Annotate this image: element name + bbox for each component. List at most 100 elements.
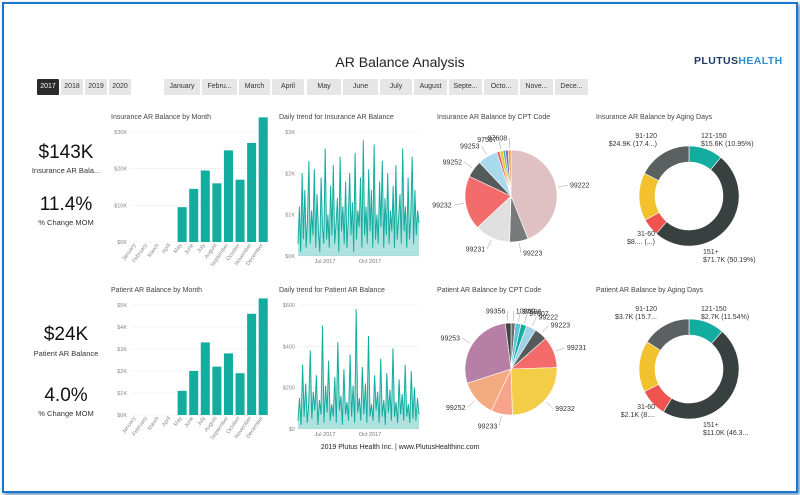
y-tick-label: $5K bbox=[117, 303, 127, 309]
slice-label: 99253 bbox=[441, 335, 461, 342]
y-tick-label: $200 bbox=[283, 386, 295, 392]
leader-line bbox=[558, 184, 569, 188]
slice-label: 97606 bbox=[522, 309, 542, 316]
leader-line bbox=[453, 203, 464, 206]
patient-change-label: % Change MOM bbox=[38, 409, 94, 418]
month-button-march[interactable]: March bbox=[239, 79, 270, 95]
month-button-july[interactable]: July bbox=[380, 79, 412, 95]
month-button-april[interactable]: April bbox=[272, 79, 304, 95]
slice-99232 bbox=[464, 176, 512, 228]
slice-label: 99222 bbox=[539, 314, 559, 321]
callout-label: 121-150 bbox=[701, 133, 727, 140]
insurance-cpt-chart-title: Insurance AR Balance by CPT Code bbox=[437, 114, 551, 121]
slice-label: 99233 bbox=[478, 423, 498, 430]
leader-line bbox=[498, 139, 502, 150]
leader-line bbox=[467, 400, 476, 408]
slice-label: 99231 bbox=[567, 345, 587, 352]
slice-label: 99356 bbox=[486, 309, 506, 316]
patient-daily-trend-chart[interactable]: $0 $200 $400 $600 Jul 2017 Oct 2017 bbox=[274, 297, 424, 438]
y-tick-label: $3K bbox=[117, 347, 127, 353]
bar-september bbox=[223, 150, 233, 242]
leader-line bbox=[518, 311, 521, 322]
slice-label: 99232 bbox=[555, 406, 575, 413]
callout-label: 31-60 bbox=[637, 231, 655, 238]
slice-label: 97607 bbox=[529, 311, 549, 318]
x-tick-label: Oct 2017 bbox=[359, 259, 381, 265]
leader-line bbox=[507, 311, 509, 322]
leader-line bbox=[498, 415, 502, 426]
y-tick-label: $4K bbox=[117, 325, 127, 331]
slice-label: 99252 bbox=[446, 405, 466, 412]
trend-line bbox=[297, 309, 420, 425]
callout-value: $2.1K (8.... bbox=[621, 412, 655, 419]
month-button-january[interactable]: January bbox=[164, 79, 200, 95]
patient-aging-chart-title: Patient AR Balance by Aging Days bbox=[596, 287, 704, 294]
insurance-ar-by-aging-chart[interactable]: 121-150$15.6K (10.95%) 91-120$24.9K (17.4… bbox=[589, 124, 789, 264]
leader-line bbox=[519, 243, 522, 254]
bar-november bbox=[247, 313, 257, 415]
slice-label: 99223 bbox=[523, 251, 543, 258]
year-button-2020[interactable]: 2020 bbox=[109, 79, 131, 95]
bar-july bbox=[200, 342, 210, 415]
x-tick-label: March bbox=[147, 416, 161, 432]
month-button-october[interactable]: Octo... bbox=[484, 79, 518, 95]
patient-ar-by-aging-chart[interactable]: 121-150$2.7K (11.54%) 91-120$3.7K (15.7..… bbox=[589, 297, 789, 437]
year-button-2018[interactable]: 2018 bbox=[61, 79, 83, 95]
month-button-december[interactable]: Dece... bbox=[555, 79, 588, 95]
x-tick-label: March bbox=[147, 243, 161, 259]
leader-line bbox=[463, 161, 473, 168]
plutus-health-logo: PLUTUSHEALTH bbox=[694, 55, 783, 67]
bar-may bbox=[177, 207, 187, 242]
area-fill bbox=[298, 309, 419, 429]
bar-august bbox=[212, 366, 222, 415]
callout-label: 151+ bbox=[703, 422, 719, 429]
month-button-may[interactable]: May bbox=[307, 79, 341, 95]
leader-line bbox=[555, 347, 566, 352]
callout-value: $71.7K (50.19%) bbox=[703, 257, 756, 264]
leader-line bbox=[481, 145, 487, 155]
month-button-august[interactable]: August bbox=[414, 79, 447, 95]
x-tick-label: June bbox=[184, 416, 196, 429]
bar-october bbox=[235, 179, 245, 242]
bar-december bbox=[258, 117, 268, 242]
month-button-september[interactable]: Septe... bbox=[449, 79, 482, 95]
y-tick-label: $30K bbox=[114, 130, 127, 136]
y-tick-label: $0K bbox=[117, 413, 127, 419]
insurance-ar-kpi-label: Insurance AR Bala... bbox=[31, 166, 101, 175]
callout-value: $2.7K (11.54%) bbox=[701, 314, 749, 321]
year-button-2019[interactable]: 2019 bbox=[85, 79, 107, 95]
insurance-daily-trend-chart[interactable]: $0K $1K $2K $3K Jul 2017 Oct 2017 bbox=[274, 124, 424, 265]
month-button-february[interactable]: Febru... bbox=[202, 79, 237, 95]
insurance-daily-chart-title: Daily trend for Insurance AR Balance bbox=[279, 114, 394, 121]
bar-june bbox=[189, 188, 199, 242]
callout-value: $8.... (...) bbox=[627, 239, 655, 246]
y-tick-label: $2K bbox=[117, 369, 127, 375]
y-tick-label: $0K bbox=[117, 240, 127, 246]
leader-line bbox=[541, 324, 549, 333]
x-tick-label: May bbox=[173, 416, 184, 428]
page-title: AR Balance Analysis bbox=[335, 54, 465, 70]
month-button-june[interactable]: June bbox=[343, 79, 378, 95]
slice-label: 99223 bbox=[551, 322, 571, 329]
slice-label: 97608 bbox=[488, 136, 508, 143]
insurance-change-label: % Change MOM bbox=[38, 218, 94, 227]
year-button-2017[interactable]: 2017 bbox=[37, 79, 59, 95]
slice-label: 99231 bbox=[466, 246, 486, 253]
bar-august bbox=[212, 183, 222, 242]
y-tick-label: $0K bbox=[285, 254, 295, 260]
slice-91-120 bbox=[646, 318, 690, 351]
insurance-ar-kpi-value: $143K bbox=[38, 142, 94, 163]
x-tick-label: Jul 2017 bbox=[315, 432, 336, 438]
patient-ar-kpi-label: Patient AR Balance bbox=[33, 349, 99, 358]
slice-91-120 bbox=[644, 145, 690, 181]
x-tick-label: July bbox=[196, 243, 207, 255]
slice-99222 bbox=[510, 149, 558, 240]
bar-october bbox=[235, 373, 245, 415]
patient-change-value: 4.0% bbox=[44, 385, 88, 406]
month-button-november[interactable]: Nove... bbox=[520, 79, 553, 95]
patient-ar-kpi-value: $24K bbox=[43, 324, 89, 345]
